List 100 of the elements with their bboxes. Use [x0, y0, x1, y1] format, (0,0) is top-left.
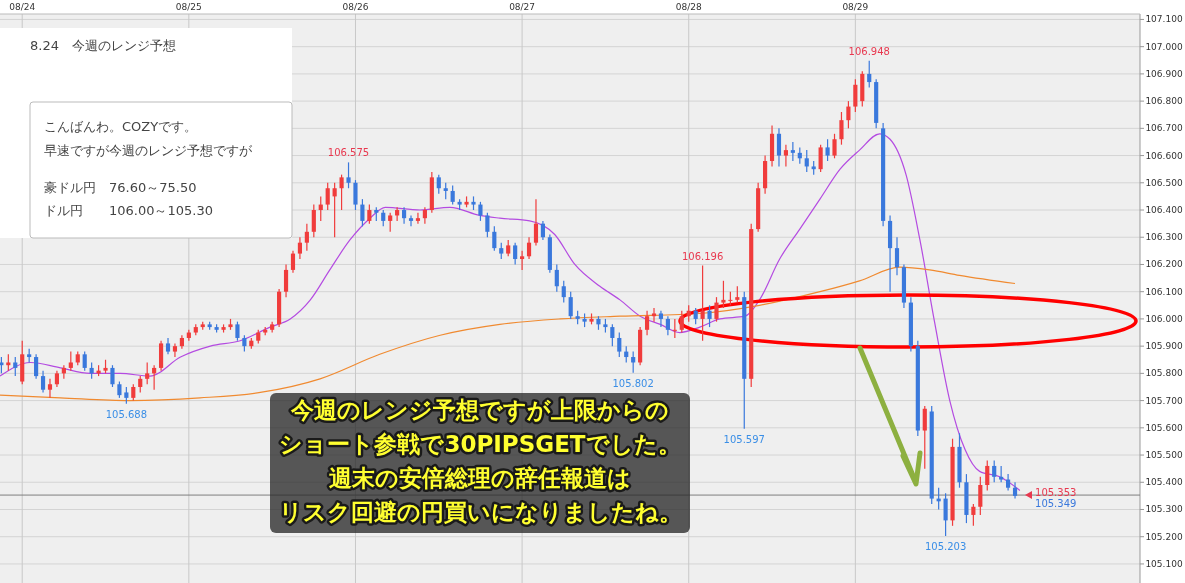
y-tick-label: 106.000 — [1145, 313, 1183, 324]
candlestick — [68, 350, 73, 372]
candlestick — [644, 310, 650, 336]
candlestick — [867, 60, 872, 89]
y-tick-label: 106.400 — [1145, 205, 1183, 216]
candlestick — [110, 364, 115, 388]
candlestick — [894, 236, 900, 276]
candlestick — [561, 280, 566, 304]
y-tick-label: 105.100 — [1145, 558, 1183, 569]
y-tick-label: 106.600 — [1145, 150, 1183, 161]
candlestick — [665, 315, 670, 336]
candlestick — [450, 184, 455, 206]
candlestick — [235, 321, 240, 342]
candlestick — [804, 149, 809, 173]
candlestick — [332, 182, 337, 238]
annotation: 週末の安倍総理の辞任報道は — [329, 465, 631, 491]
annotation: 105.203 — [924, 540, 967, 552]
candlestick — [540, 220, 546, 241]
y-tick-label: 107.100 — [1145, 14, 1183, 25]
y-tick-label: 106.900 — [1145, 68, 1183, 79]
candlestick — [353, 179, 358, 211]
y-tick-label: 106.800 — [1145, 96, 1183, 107]
candlestick — [283, 263, 289, 298]
y-tick-label: 105.200 — [1145, 531, 1183, 542]
ref-line-label: 105.353 — [1035, 487, 1077, 499]
candlestick — [520, 250, 525, 271]
candlestick — [346, 161, 351, 189]
candlestick — [339, 174, 344, 211]
candlestick — [13, 356, 18, 377]
y-tick-label: 106.200 — [1145, 259, 1183, 270]
annotation: ドル円 106.00～105.30 — [44, 203, 213, 218]
annotation: 106.948 — [848, 45, 890, 57]
candlestick — [408, 214, 414, 227]
annotation: 8.24 今週のレンジ予想 — [30, 38, 176, 53]
annotation: 105.802 — [612, 377, 654, 389]
candlestick — [679, 310, 684, 334]
candlestick — [943, 492, 948, 537]
candlestick — [388, 212, 393, 233]
annotation: 豪ドル円 76.60～75.50 — [44, 180, 197, 195]
candlestick — [992, 459, 997, 483]
annotation: 106.575 — [327, 147, 370, 159]
candlestick — [568, 291, 573, 320]
candlestick — [714, 296, 719, 323]
annotation: 早速ですが今週のレンジ予想ですが — [44, 143, 253, 158]
y-tick-label: 106.500 — [1145, 177, 1183, 188]
y-tick-label: 105.700 — [1145, 395, 1183, 406]
candlestick — [658, 310, 664, 328]
annotation: 105.349 — [1035, 498, 1077, 510]
candlestick — [422, 206, 427, 225]
candlestick — [700, 264, 705, 342]
candlestick — [721, 280, 726, 309]
candlestick — [47, 378, 53, 399]
candlestick — [82, 350, 87, 372]
candlestick — [818, 144, 823, 173]
candlestick — [485, 212, 490, 238]
x-tick-label: 08/26 — [342, 2, 369, 12]
candlestick — [290, 250, 296, 274]
annotation: リスク回避の円買いになりましたね。 — [278, 499, 682, 525]
y-tick-label: 105.500 — [1145, 450, 1183, 461]
candlestick — [672, 318, 677, 339]
y-tick-label: 105.300 — [1145, 504, 1183, 515]
x-tick-label: 08/24 — [9, 2, 36, 12]
candlestick — [922, 405, 927, 470]
candlestick — [999, 465, 1004, 483]
annotation: 105.597 — [723, 433, 765, 445]
candlestick — [401, 206, 407, 225]
candlestick — [415, 212, 421, 225]
candlestick — [853, 78, 858, 113]
candlestick — [839, 111, 844, 146]
candlestick — [172, 342, 178, 358]
candlestick — [304, 223, 309, 252]
candlestick — [971, 503, 976, 527]
x-tick-label: 08/29 — [842, 2, 869, 12]
candlestick — [790, 141, 795, 162]
candlestick — [325, 182, 330, 211]
x-tick-label: 08/25 — [175, 2, 202, 12]
x-tick-label: 08/27 — [509, 2, 536, 12]
annotation: こんばんわ。COZYです。 — [44, 119, 198, 134]
candlestick — [311, 203, 316, 238]
y-tick-label: 105.800 — [1145, 368, 1183, 379]
candlestick — [985, 459, 990, 492]
annotation: 106.196 — [681, 250, 724, 262]
candlestick — [783, 144, 788, 168]
candlestick — [707, 304, 712, 328]
y-tick-label: 105.400 — [1145, 477, 1183, 488]
candlestick — [832, 133, 837, 159]
candlestick — [825, 138, 830, 162]
candlestick — [651, 307, 657, 323]
y-tick-label: 106.700 — [1145, 123, 1183, 134]
x-tick-label: 08/28 — [675, 2, 702, 12]
candlestick — [617, 331, 622, 358]
annotation: 105.688 — [105, 408, 148, 420]
candlestick — [436, 174, 441, 195]
candlestick — [978, 476, 983, 516]
candlestick — [297, 236, 303, 260]
y-tick-label: 105.600 — [1145, 422, 1183, 433]
y-tick-label: 105.900 — [1145, 341, 1183, 352]
candlestick — [846, 100, 851, 129]
candlestick — [610, 323, 615, 347]
candlestick — [34, 353, 39, 380]
